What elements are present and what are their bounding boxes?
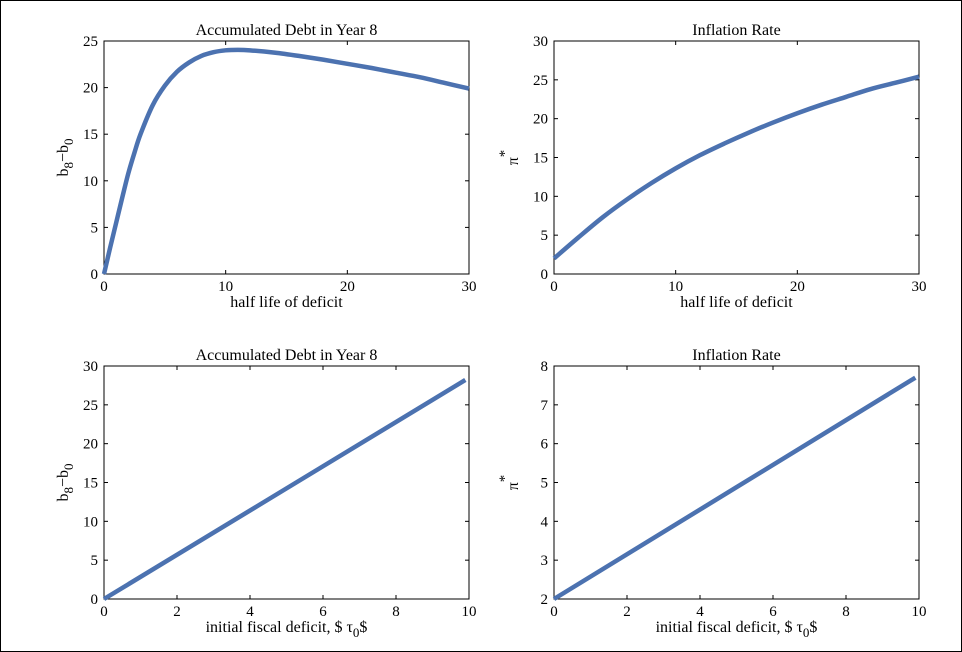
subplot-3: 0 2 4 6 8 10 0 5 10 15 20 25 30 Accumulated Debt in Y… xyxy=(55,347,477,640)
y-label-dash: − xyxy=(55,478,72,487)
y-label-superscript: * xyxy=(497,475,513,483)
x-tick-label: 30 xyxy=(912,279,927,295)
x-tick-label: 6 xyxy=(319,604,327,620)
y-tick-label: 8 xyxy=(541,359,549,375)
x-tick-label: 10 xyxy=(912,604,927,620)
y-label-subscript2: 0 xyxy=(61,463,76,470)
subplot-2: 0 10 20 30 0 5 10 15 20 25 30 Inflation Rate half li… xyxy=(497,22,927,311)
x-tick-label: 30 xyxy=(462,279,477,295)
plot-frame xyxy=(553,40,920,275)
x-axis-label: initial fiscal deficit, $ τ0$ xyxy=(206,619,368,640)
y-label-base: π xyxy=(505,157,522,165)
y-tick-label: 20 xyxy=(83,81,98,97)
x-axis-label-text: initial fiscal deficit, $ τ xyxy=(656,619,804,636)
x-tick-label: 0 xyxy=(550,279,558,295)
y-tick-label: 25 xyxy=(83,34,98,50)
series-line xyxy=(102,378,467,601)
y-tick-label: 5 xyxy=(91,220,99,236)
y-tick-label: 20 xyxy=(83,437,98,453)
x-axis-label-end: $ xyxy=(359,619,367,636)
x-axis-label-text: initial fiscal deficit, $ τ xyxy=(206,619,354,636)
x-tick-label: 20 xyxy=(340,279,355,295)
series-line xyxy=(101,47,470,275)
y-tick-label: 30 xyxy=(83,359,98,375)
y-label-base2: b xyxy=(55,145,72,153)
chart-title: Inflation Rate xyxy=(692,347,780,364)
y-tick-label: 30 xyxy=(533,34,548,50)
x-tick-label: 0 xyxy=(100,279,108,295)
x-tick-label: 0 xyxy=(100,604,108,620)
y-axis-label: b8−b0 xyxy=(55,138,76,176)
y-label-superscript: * xyxy=(497,150,513,158)
series-line xyxy=(552,375,917,601)
x-tick-label: 8 xyxy=(842,604,850,620)
plot-frame xyxy=(103,40,470,275)
x-tick-label: 20 xyxy=(790,279,805,295)
y-tick-label: 7 xyxy=(541,398,549,414)
x-tick-label: 0 xyxy=(550,604,558,620)
x-axis-label-subscript: 0 xyxy=(803,625,810,640)
y-axis-label: π* xyxy=(497,150,522,166)
y-axis-label: π* xyxy=(497,475,522,491)
x-axis-label: initial fiscal deficit, $ τ0$ xyxy=(656,619,818,640)
y-tick-label: 20 xyxy=(533,112,548,128)
y-tick-label: 5 xyxy=(91,553,99,569)
x-tick-label: 10 xyxy=(668,279,683,295)
x-tick-label: 10 xyxy=(462,604,477,620)
y-axis-label: b8−b0 xyxy=(55,463,76,501)
x-tick-label: 2 xyxy=(623,604,631,620)
x-tick-label: 2 xyxy=(173,604,181,620)
x-tick-label: 10 xyxy=(218,279,233,295)
y-tick-label: 10 xyxy=(83,174,98,190)
x-tick-label: 6 xyxy=(769,604,777,620)
y-label-dash: − xyxy=(55,153,72,162)
x-axis-label-text: half life of deficit xyxy=(680,294,793,311)
x-tick-label: 8 xyxy=(392,604,400,620)
y-label-subscript: 8 xyxy=(61,487,76,494)
y-label-base2: b xyxy=(55,470,72,478)
y-tick-label: 10 xyxy=(83,514,98,530)
y-tick-label: 3 xyxy=(541,553,549,569)
y-tick-label: 5 xyxy=(541,476,549,492)
y-tick-label: 15 xyxy=(83,127,98,143)
y-tick-label: 6 xyxy=(541,437,549,453)
x-axis-label: half life of deficit xyxy=(230,294,343,311)
y-tick-label: 15 xyxy=(533,151,548,167)
x-tick-label: 4 xyxy=(696,604,704,620)
y-tick-label: 10 xyxy=(533,189,548,205)
chart-title: Accumulated Debt in Year 8 xyxy=(196,347,378,364)
y-tick-label: 4 xyxy=(541,514,549,530)
y-label-base: b xyxy=(55,494,72,502)
y-tick-label: 0 xyxy=(541,267,549,283)
y-tick-label: 25 xyxy=(83,398,98,414)
series-line xyxy=(552,74,920,261)
y-tick-label: 2 xyxy=(541,592,549,608)
x-axis-label-end: $ xyxy=(809,619,817,636)
x-axis-label-subscript: 0 xyxy=(353,625,360,640)
chart-title: Accumulated Debt in Year 8 xyxy=(196,22,378,39)
y-tick-label: 5 xyxy=(541,228,549,244)
y-label-subscript2: 0 xyxy=(61,138,76,145)
x-axis-label-text: half life of deficit xyxy=(230,294,343,311)
subplot-1: 0 10 20 30 0 5 10 15 20 25 Accumulated Debt in Yea… xyxy=(55,22,477,311)
y-label-base: b xyxy=(55,169,72,177)
x-tick-label: 4 xyxy=(246,604,254,620)
y-label-subscript: 8 xyxy=(61,162,76,169)
chart-title: Inflation Rate xyxy=(692,22,780,39)
y-label-base: π xyxy=(505,482,522,490)
y-tick-label: 0 xyxy=(91,592,99,608)
y-tick-label: 25 xyxy=(533,73,548,89)
x-axis-label: half life of deficit xyxy=(680,294,793,311)
y-tick-label: 15 xyxy=(83,476,98,492)
y-tick-label: 0 xyxy=(91,267,99,283)
